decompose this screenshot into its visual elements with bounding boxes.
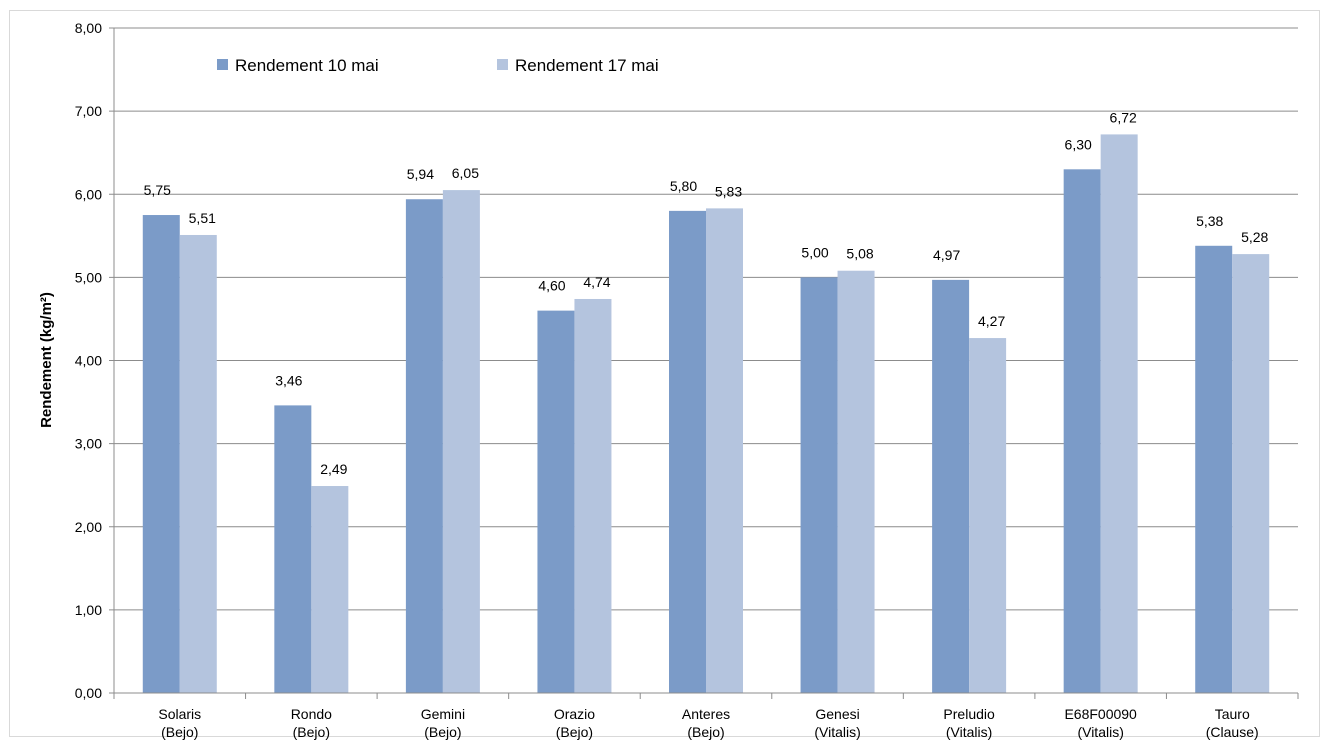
x-tick-label: Solaris	[158, 706, 201, 722]
y-tick-labels: 0,00 1,00 2,00 3,00 4,00 5,00 6,00 7,00 8,00	[75, 20, 102, 701]
data-label: 5,08	[846, 246, 873, 262]
legend-swatch	[497, 59, 508, 70]
y-tick-label: 3,00	[75, 436, 102, 452]
bar-10-mai	[1063, 169, 1101, 693]
x-tick-label: Orazio	[554, 706, 595, 722]
data-label: 6,30	[1065, 136, 1092, 152]
bar-10-mai	[669, 210, 706, 693]
data-label: 4,97	[933, 247, 960, 263]
x-tick-label: Rondo	[291, 706, 332, 722]
bar-17-mai	[574, 298, 612, 693]
y-tick-label: 7,00	[75, 103, 102, 119]
data-label: 5,94	[407, 166, 434, 182]
x-tick-label-sub: (Bejo)	[161, 724, 198, 740]
data-label: 6,72	[1110, 109, 1137, 125]
x-tick-label-sub: (Vitalis)	[814, 724, 860, 740]
legend-label: Rendement 17 mai	[515, 56, 659, 75]
bar-10-mai	[142, 215, 180, 693]
data-label: 5,38	[1196, 213, 1223, 229]
bar-17-mai	[837, 270, 875, 693]
data-label: 3,46	[275, 372, 302, 388]
data-label: 4,74	[583, 274, 610, 290]
x-tick-label: Tauro	[1215, 706, 1250, 722]
x-tick-label-sub: (Bejo)	[687, 724, 724, 740]
data-label: 4,60	[538, 278, 565, 294]
axes	[113, 28, 1298, 694]
x-tick-label-sub: (Vitalis)	[1077, 724, 1123, 740]
bar-17-mai	[1100, 134, 1138, 693]
chart-frame	[9, 10, 1320, 737]
legend-swatch	[217, 59, 228, 70]
data-label: 5,83	[715, 183, 742, 199]
x-tick-label: E68F00090	[1064, 706, 1137, 722]
bar-10-mai	[800, 277, 838, 693]
bar-10-mai	[932, 279, 970, 693]
bar-17-mai	[1232, 254, 1270, 693]
x-tick-label-sub: (Vitalis)	[946, 724, 992, 740]
x-tick-labels: Solaris (Bejo) Rondo (Bejo) Gemini (Bejo) Oraz…	[113, 693, 1299, 740]
y-axis-label: Rendement (kg/m²)	[38, 292, 55, 428]
bar-17-mai	[179, 234, 217, 693]
y-tick-label: 4,00	[75, 353, 102, 369]
x-tick-label-sub: (Bejo)	[556, 724, 593, 740]
y-tick-label: 2,00	[75, 519, 102, 535]
y-tick-label: 6,00	[75, 186, 102, 202]
data-label: 5,00	[801, 244, 828, 260]
bar-17-mai	[311, 486, 349, 693]
x-tick-label-sub: (Bejo)	[293, 724, 330, 740]
data-label: 5,51	[189, 210, 216, 226]
data-labels: 5,75 5,51 3,46 2,49 5,94 6,05 4,60 4,74 5,80 5,83…	[144, 109, 1269, 477]
data-label: 4,27	[978, 313, 1005, 329]
bar-10-mai	[1195, 245, 1233, 693]
x-tick-label: Gemini	[421, 706, 465, 722]
bar-17-mai	[969, 338, 1007, 693]
bar-10-mai	[274, 405, 312, 693]
y-tick-label: 8,00	[75, 20, 102, 36]
data-label: 5,28	[1241, 229, 1268, 245]
x-tick-label-sub: (Clause)	[1206, 724, 1259, 740]
x-tick-label: Preludio	[943, 706, 995, 722]
bar-10-mai	[405, 199, 443, 694]
x-tick-label: Genesi	[815, 706, 859, 722]
x-tick-label: Anteres	[682, 706, 730, 722]
bars	[142, 134, 1270, 694]
bar-17-mai	[706, 208, 743, 693]
data-label: 5,80	[670, 178, 697, 194]
data-label: 2,49	[320, 461, 347, 477]
data-label: 5,75	[144, 182, 171, 198]
y-tick-label: 0,00	[75, 685, 102, 701]
bar-10-mai	[537, 310, 575, 693]
y-tick-label: 1,00	[75, 602, 102, 618]
y-tick-label: 5,00	[75, 269, 102, 285]
bar-17-mai	[442, 190, 480, 693]
data-label: 6,05	[452, 165, 479, 181]
x-tick-label-sub: (Bejo)	[424, 724, 461, 740]
legend: Rendement 10 mai Rendement 17 mai	[217, 56, 659, 75]
legend-label: Rendement 10 mai	[235, 56, 379, 75]
